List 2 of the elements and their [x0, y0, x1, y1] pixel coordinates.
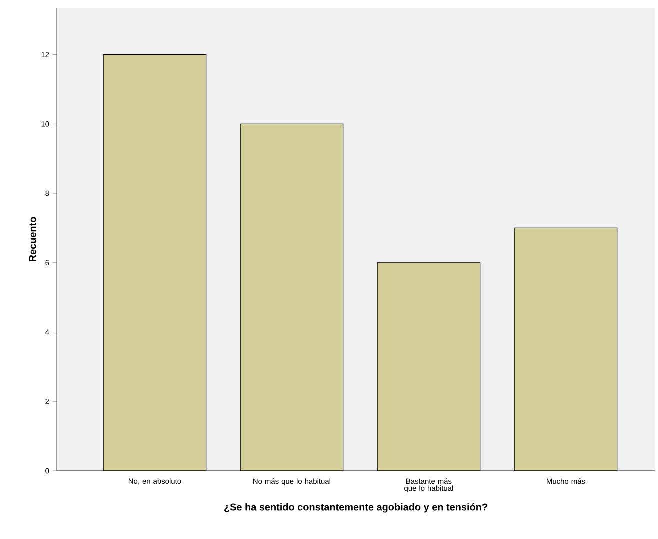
x-axis-title: ¿Se ha sentido constantemente agobiado y en tensión? — [224, 503, 488, 513]
y-axis-title: Recuento — [29, 217, 36, 262]
